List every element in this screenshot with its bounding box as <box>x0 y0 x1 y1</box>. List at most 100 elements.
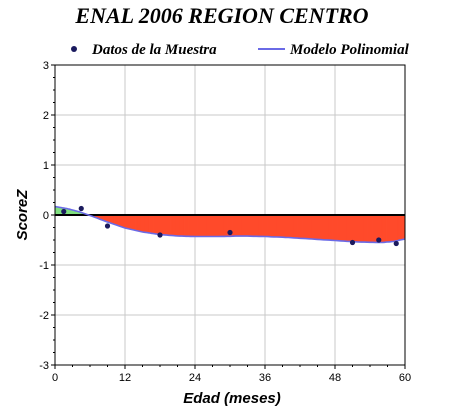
area-below-zero <box>124 214 128 229</box>
y-tick-label: -3 <box>39 360 49 372</box>
area-below-zero <box>212 214 216 237</box>
legend-label-model: Modelo Polinomial <box>289 42 410 58</box>
area-below-zero <box>270 214 274 238</box>
area-below-zero <box>135 214 139 232</box>
data-point <box>376 237 382 243</box>
area-below-zero <box>175 214 178 237</box>
area-below-zero <box>221 214 225 237</box>
plot-frame <box>54 64 406 366</box>
area-below-zero <box>177 214 180 237</box>
chart-title: ENAL 2006 REGION CENTRO <box>74 3 368 28</box>
area-below-zero <box>288 214 292 238</box>
x-tick-label: 60 <box>399 372 411 384</box>
area-below-zero <box>235 214 239 237</box>
area-below-zero <box>116 214 119 227</box>
area-below-zero <box>129 214 132 230</box>
data-point <box>104 223 111 229</box>
area-below-zero <box>197 214 202 237</box>
area-below-zero <box>343 214 347 242</box>
area-below-zero <box>118 214 121 227</box>
area-below-zero <box>314 214 318 240</box>
area-below-zero <box>346 214 350 242</box>
legend-label-sample: Datos de la Muestra <box>91 42 217 58</box>
area-below-zero <box>200 214 204 237</box>
area-below-zero <box>363 214 368 243</box>
x-tick-label: 24 <box>189 372 201 384</box>
area-below-zero <box>244 214 248 237</box>
area-below-zero <box>238 214 242 237</box>
area-below-zero <box>293 214 298 239</box>
area-below-zero <box>188 214 191 237</box>
area-below-zero <box>223 214 228 237</box>
area-below-zero <box>161 214 165 236</box>
area-below-zero <box>355 214 359 243</box>
area-below-zero <box>302 214 307 239</box>
x-tick-label: 12 <box>119 372 131 384</box>
area-below-zero <box>334 214 339 241</box>
area-below-zero <box>250 214 254 237</box>
area-below-zero <box>267 214 272 238</box>
area-below-zero <box>203 214 207 237</box>
area-below-zero <box>285 214 289 238</box>
data-point <box>393 240 399 247</box>
area-below-zero <box>157 214 161 235</box>
area-below-zero <box>155 214 159 235</box>
area-below-zero <box>166 214 169 236</box>
area-below-zero <box>241 214 245 237</box>
area-below-zero <box>192 214 196 237</box>
x-tick-label: 36 <box>259 372 271 384</box>
y-tick-label: 3 <box>43 60 49 72</box>
x-axis-label: Edad (meses) <box>183 390 281 407</box>
area-below-zero <box>170 214 174 236</box>
area-below-zero <box>215 214 219 237</box>
area-below-zero <box>358 214 362 243</box>
area-below-zero <box>186 214 189 237</box>
area-below-zero <box>337 214 342 242</box>
area-below-zero <box>320 214 324 241</box>
area-below-zero <box>206 214 210 237</box>
x-tick-label: 48 <box>329 372 341 384</box>
data-point <box>227 229 233 236</box>
data-point <box>61 208 67 215</box>
legend-marker-sample <box>71 46 77 52</box>
y-tick-label: -1 <box>39 260 49 272</box>
area-below-zero <box>258 214 263 237</box>
area-below-zero <box>273 214 277 238</box>
area-below-zero <box>232 214 237 237</box>
area-below-zero <box>151 214 154 234</box>
area-below-zero <box>366 214 371 243</box>
area-below-zero <box>311 214 315 240</box>
area-below-zero <box>148 214 152 234</box>
area-below-zero <box>179 214 183 237</box>
area-below-zero <box>372 214 377 243</box>
area-below-zero <box>340 214 344 242</box>
area-below-zero <box>247 214 251 237</box>
area-below-zero <box>349 214 353 242</box>
x-tick-label: 0 <box>52 372 58 384</box>
area-below-zero <box>253 214 257 237</box>
y-axis-label: ScoreZ <box>14 189 31 241</box>
area-below-zero <box>317 214 321 240</box>
area-below-zero <box>296 214 301 239</box>
data-point <box>349 239 356 246</box>
area-below-zero <box>168 214 172 236</box>
area-below-zero <box>144 214 148 233</box>
area-fill <box>54 206 406 243</box>
area-below-zero <box>331 214 336 241</box>
area-below-zero <box>276 214 280 238</box>
area-below-zero <box>172 214 176 237</box>
series <box>54 205 406 247</box>
area-below-zero <box>120 214 124 228</box>
area-below-zero <box>299 214 304 239</box>
area-below-zero <box>328 214 333 241</box>
area-below-zero <box>142 214 145 233</box>
area-below-zero <box>131 214 134 231</box>
area-below-zero <box>326 214 330 241</box>
area-below-zero <box>361 214 365 243</box>
area-below-zero <box>323 214 327 241</box>
legend: Datos de la Muestra Modelo Polinomial <box>71 42 410 58</box>
area-below-zero <box>305 214 309 240</box>
y-tick-label: 0 <box>43 210 49 222</box>
